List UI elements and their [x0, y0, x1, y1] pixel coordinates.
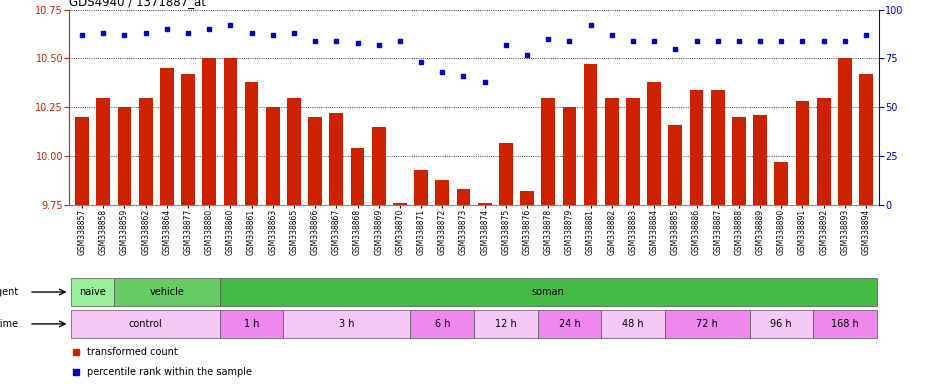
Bar: [562, 108, 576, 205]
Bar: [859, 74, 873, 205]
Bar: [753, 115, 767, 205]
Bar: [411, 310, 474, 338]
Bar: [813, 310, 877, 338]
Text: agent: agent: [0, 287, 18, 297]
Bar: [220, 310, 283, 338]
Bar: [669, 125, 683, 205]
Bar: [393, 203, 407, 205]
Bar: [499, 142, 512, 205]
Bar: [474, 310, 537, 338]
Bar: [710, 90, 724, 205]
Text: naive: naive: [80, 287, 106, 297]
Bar: [749, 310, 813, 338]
Bar: [245, 82, 258, 205]
Text: transformed count: transformed count: [87, 347, 178, 357]
Bar: [265, 108, 279, 205]
Bar: [372, 127, 386, 205]
Bar: [648, 82, 661, 205]
Text: GDS4940 / 1371887_at: GDS4940 / 1371887_at: [69, 0, 206, 8]
Bar: [541, 98, 555, 205]
Bar: [351, 148, 364, 205]
Bar: [690, 90, 703, 205]
Text: control: control: [129, 319, 163, 329]
Bar: [308, 117, 322, 205]
Bar: [665, 310, 749, 338]
Bar: [520, 191, 534, 205]
Bar: [436, 180, 450, 205]
Text: 3 h: 3 h: [339, 319, 354, 329]
Bar: [224, 58, 238, 205]
Text: 12 h: 12 h: [495, 319, 517, 329]
Bar: [117, 108, 131, 205]
Bar: [139, 98, 153, 205]
Bar: [817, 98, 831, 205]
Bar: [774, 162, 788, 205]
Bar: [626, 98, 640, 205]
Text: time: time: [0, 319, 18, 329]
Bar: [329, 113, 343, 205]
Bar: [114, 278, 220, 306]
Bar: [220, 278, 877, 306]
Text: 24 h: 24 h: [559, 319, 580, 329]
Text: 48 h: 48 h: [623, 319, 644, 329]
Bar: [732, 117, 746, 205]
Bar: [796, 101, 809, 205]
Bar: [601, 310, 665, 338]
Bar: [160, 68, 174, 205]
Bar: [75, 117, 89, 205]
Text: vehicle: vehicle: [150, 287, 184, 297]
Bar: [287, 98, 301, 205]
Bar: [605, 98, 619, 205]
Bar: [838, 58, 852, 205]
Bar: [283, 310, 411, 338]
Text: 1 h: 1 h: [244, 319, 259, 329]
Bar: [96, 98, 110, 205]
Text: 72 h: 72 h: [697, 319, 718, 329]
Bar: [71, 310, 220, 338]
Bar: [584, 65, 598, 205]
Text: 168 h: 168 h: [831, 319, 858, 329]
Bar: [457, 189, 470, 205]
Text: 6 h: 6 h: [435, 319, 450, 329]
Text: soman: soman: [532, 287, 564, 297]
Bar: [71, 278, 114, 306]
Bar: [203, 58, 216, 205]
Text: 96 h: 96 h: [771, 319, 792, 329]
Bar: [414, 170, 428, 205]
Bar: [181, 74, 195, 205]
Bar: [478, 203, 491, 205]
Text: percentile rank within the sample: percentile rank within the sample: [87, 367, 253, 377]
Bar: [537, 310, 601, 338]
